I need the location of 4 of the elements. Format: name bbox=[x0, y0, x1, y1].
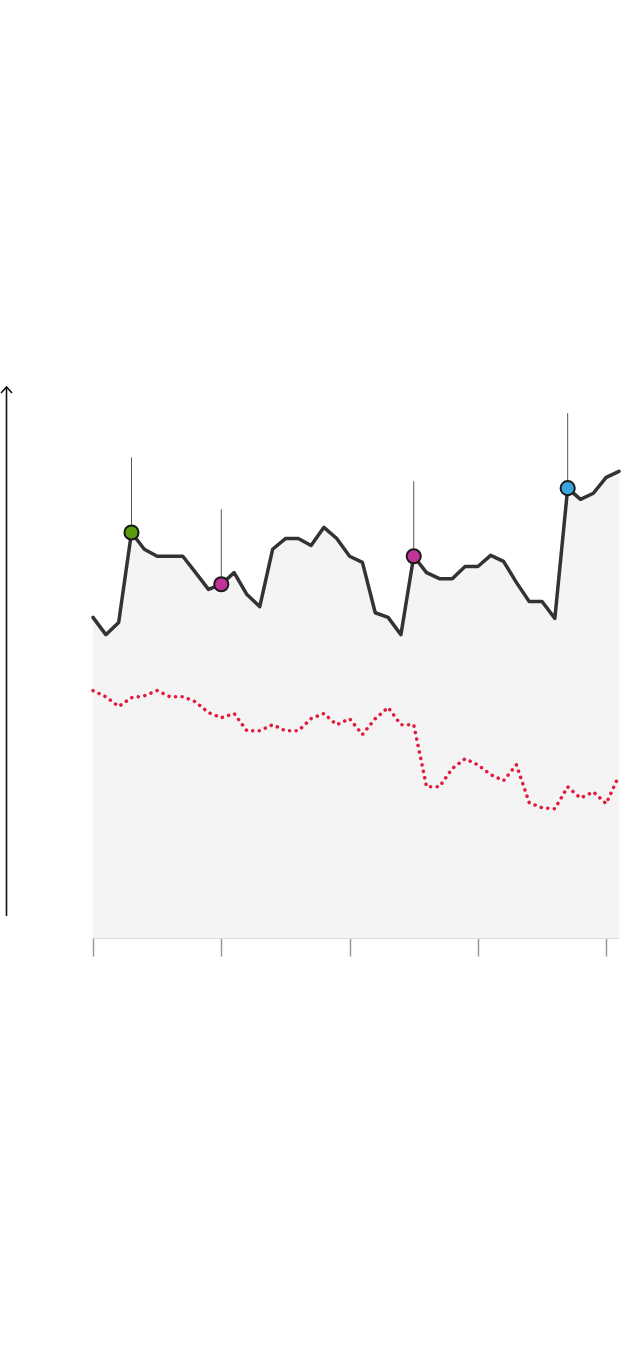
point bbox=[559, 480, 576, 497]
point bbox=[123, 524, 140, 541]
point bbox=[405, 548, 422, 565]
point bbox=[213, 576, 230, 593]
